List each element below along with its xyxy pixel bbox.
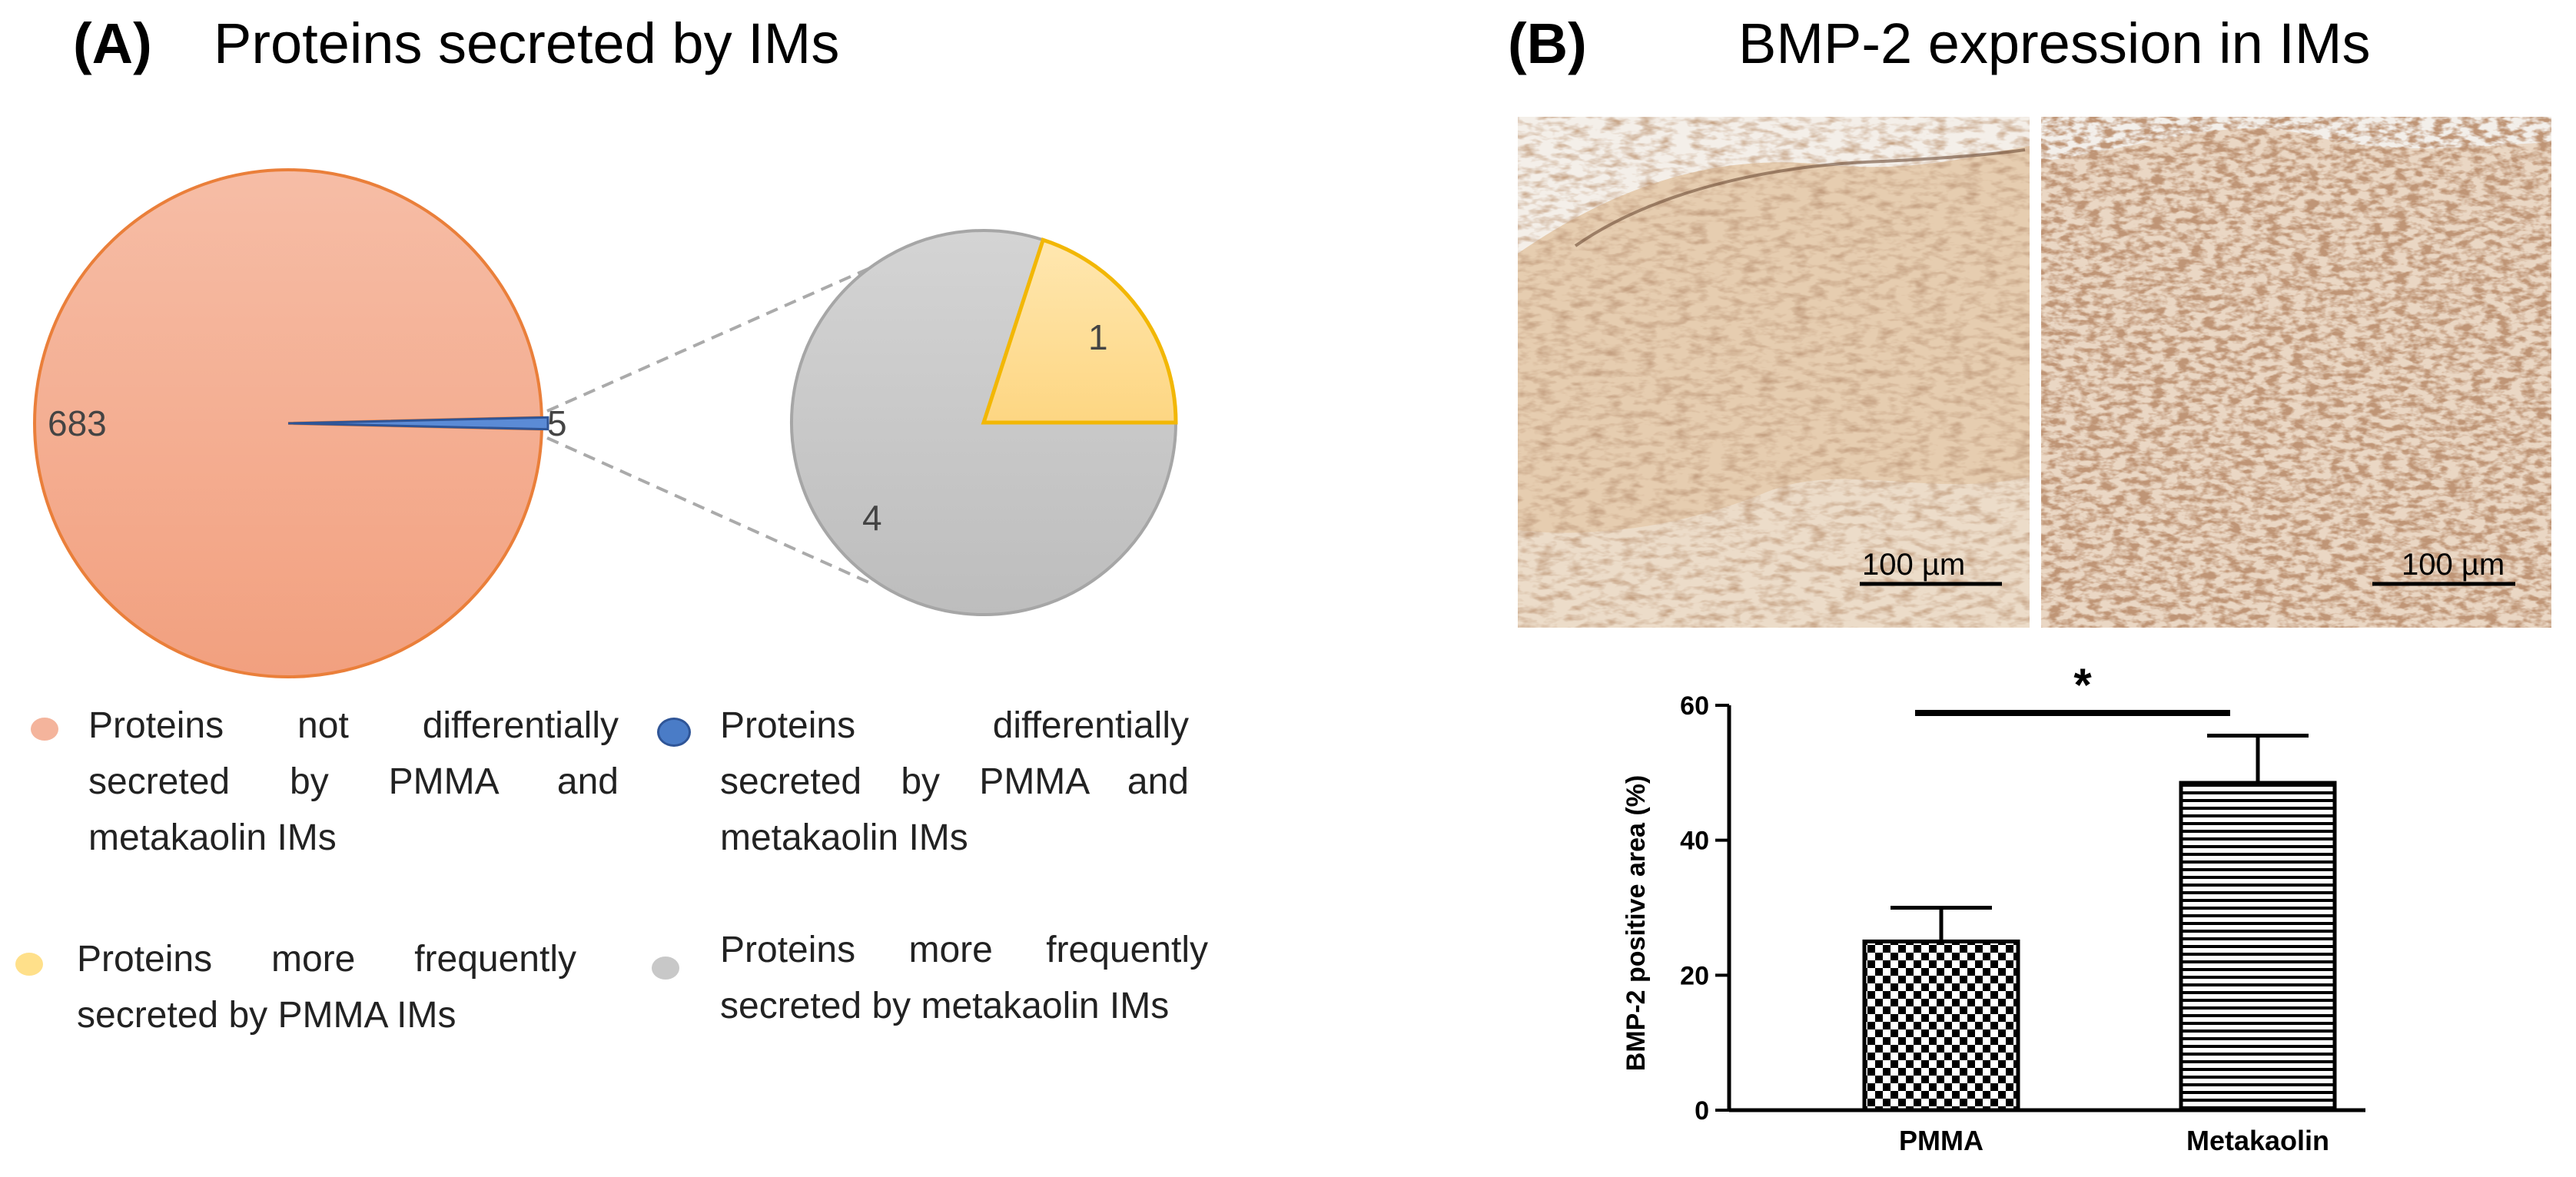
bar-chart: 0 20 40 60 BMP-2 positive area (%) PMMA Metaka…	[1622, 659, 2365, 1156]
x-tick-label: PMMA	[1899, 1125, 1983, 1156]
legend-dot-differential	[657, 718, 691, 747]
legend-label-not-differential: Proteins not differentially secreted by …	[88, 705, 619, 858]
connector-line-upper	[546, 254, 900, 413]
legend-label-metakaolin: Proteins more frequently secreted by met…	[720, 930, 1208, 1026]
x-tick-label: Metakaolin	[2186, 1125, 2329, 1156]
legend-dot-pmma	[15, 953, 43, 976]
bar-pmma	[1862, 939, 2020, 1112]
breakdown-pie-chart: 14	[790, 229, 1178, 617]
legend-dot-metakaolin	[652, 957, 679, 980]
panel-a-title: Proteins secreted by IMs	[214, 12, 839, 75]
panel-a-letter: (A)	[73, 12, 152, 75]
panel-b-title: BMP-2 expression in IMs	[1738, 12, 2371, 75]
legend-label-pmma: Proteins more frequently secreted by PMM…	[77, 939, 576, 1036]
micrograph-pmma: 100 µm	[1518, 117, 2030, 628]
micrograph-metakaolin: 100 µm	[2041, 117, 2551, 628]
bar-metakaolin	[2179, 781, 2337, 1112]
y-tick-label: 0	[1695, 1096, 1709, 1126]
pie-label-683: 683	[48, 403, 107, 443]
pie-connector-lines	[546, 254, 900, 585]
main-pie-chart: 683 5	[33, 168, 567, 678]
legend-label-differential: Proteins differentially secreted by PMMA…	[720, 705, 1189, 858]
pie-label-1: 1	[1088, 317, 1108, 357]
y-tick-label: 40	[1680, 827, 1709, 856]
y-axis-label: BMP-2 positive area (%)	[1622, 775, 1651, 1071]
pie-label-4: 4	[862, 498, 882, 538]
scale-label-right: 100 µm	[2402, 548, 2505, 582]
pie-slice-pmma	[981, 237, 1178, 425]
y-tick-label: 60	[1680, 691, 1709, 721]
legend-dot-not-differential	[31, 718, 58, 741]
scale-label-left: 100 µm	[1862, 548, 1965, 582]
pie-slice-not-differential	[33, 168, 543, 678]
pie-slice-differential	[287, 416, 549, 431]
significance-marker: *	[2073, 659, 2092, 711]
y-tick-label: 20	[1680, 961, 1709, 990]
panel-b-letter: (B)	[1508, 12, 1587, 75]
